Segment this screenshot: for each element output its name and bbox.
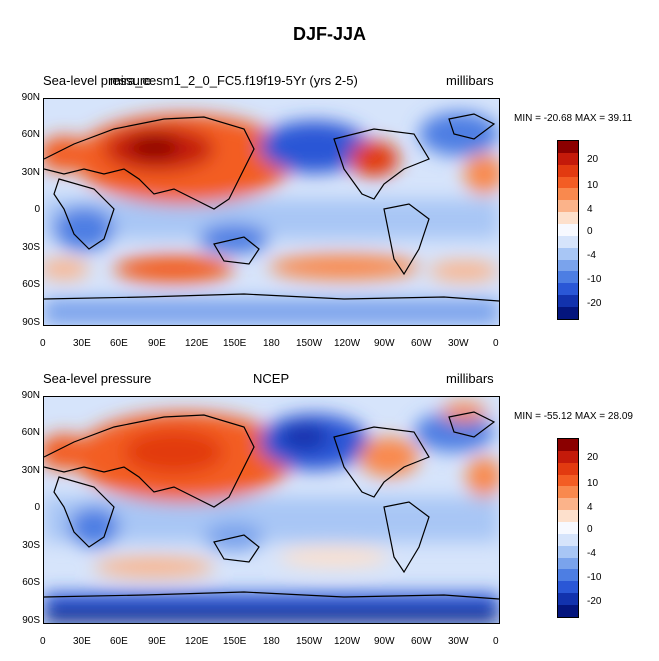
lon-tick: 120E (185, 338, 209, 349)
lon-tick: 90E (148, 636, 166, 647)
colorbar-swatch (558, 581, 578, 594)
colorbar-swatch (558, 295, 578, 308)
lat-tick: 90S (22, 317, 40, 328)
colorbar-swatch (558, 605, 578, 617)
colorbar-label: -10 (587, 274, 602, 285)
lon-tick: 60W (411, 338, 432, 349)
colorbar-swatch (558, 462, 578, 475)
panel-2-colorbar (557, 438, 579, 618)
lon-tick: 0 (40, 338, 46, 349)
colorbar-swatch (558, 522, 578, 534)
lat-tick: 30S (22, 242, 40, 253)
panel-1-min-max: MIN = -20.68 MAX = 39.11 (514, 113, 633, 124)
colorbar-swatch (558, 533, 578, 546)
panel-2-min-max: MIN = -55.12 MAX = 28.09 (514, 411, 633, 422)
figure-title: DJF-JJA (292, 24, 367, 44)
colorbar-swatch (558, 545, 578, 558)
lon-tick: 150W (296, 636, 323, 647)
colorbar-label: -10 (587, 572, 602, 583)
lon-tick: 120E (185, 636, 209, 647)
panel-1-right-label: millibars (446, 73, 494, 88)
panel-2-map (43, 396, 500, 624)
colorbar-label: 0 (587, 226, 593, 237)
colorbar-swatch (558, 176, 578, 189)
colorbar-swatch (558, 439, 578, 451)
colorbar-label: 4 (587, 502, 593, 513)
colorbar-swatch (558, 235, 578, 248)
lon-tick: 90E (148, 338, 166, 349)
colorbar-swatch (558, 450, 578, 463)
colorbar-swatch (558, 224, 578, 236)
panel-2-field (44, 397, 499, 623)
colorbar-label: -20 (587, 596, 602, 607)
lat-tick: 90S (22, 615, 40, 626)
lon-tick: 30E (73, 636, 91, 647)
lon-tick: 30W (448, 636, 469, 647)
panel-2-center-label: NCEP (253, 371, 290, 386)
colorbar-label: 10 (587, 180, 599, 191)
lon-tick: 30E (73, 338, 91, 349)
colorbar-swatch (558, 498, 578, 511)
panel-1-left-label: Sea-level pressure (43, 73, 152, 88)
lon-tick: 120W (334, 338, 361, 349)
colorbar-swatch (558, 593, 578, 606)
colorbar-swatch (558, 141, 578, 153)
lat-tick: 30N (21, 465, 40, 476)
colorbar-label: 0 (587, 524, 593, 535)
colorbar-swatch (558, 283, 578, 296)
colorbar-swatch (558, 307, 578, 319)
lon-tick: 120W (334, 636, 361, 647)
colorbar-swatch (558, 188, 578, 201)
colorbar-label: 4 (587, 204, 593, 215)
lon-tick: 60E (110, 636, 128, 647)
colorbar-swatch (558, 164, 578, 177)
lat-tick: 30N (21, 167, 40, 178)
lat-tick: 0 (34, 204, 40, 215)
lon-tick: 0 (40, 636, 46, 647)
lat-tick: 90N (21, 92, 40, 103)
lon-tick: 150E (223, 338, 247, 349)
lat-tick: 90N (21, 390, 40, 401)
colorbar-swatch (558, 259, 578, 272)
panel-2-left-label: Sea-level pressure (43, 371, 152, 386)
lon-tick: 180 (263, 338, 280, 349)
panel-1-map (43, 98, 500, 326)
colorbar-swatch (558, 557, 578, 570)
lon-tick: 150W (296, 338, 323, 349)
lat-tick: 60N (21, 427, 40, 438)
lon-tick: 60E (110, 338, 128, 349)
colorbar-swatch (558, 152, 578, 165)
lat-tick: 60N (21, 129, 40, 140)
colorbar-swatch (558, 212, 578, 225)
lon-tick: 0 (493, 636, 499, 647)
lon-tick: 90W (374, 338, 395, 349)
colorbar-swatch (558, 271, 578, 284)
panel-1-colorbar (557, 140, 579, 320)
colorbar-swatch (558, 569, 578, 582)
lon-tick: 0 (493, 338, 499, 349)
colorbar-swatch (558, 200, 578, 213)
colorbar-label: -20 (587, 298, 602, 309)
colorbar-swatch (558, 486, 578, 499)
lat-tick: 30S (22, 540, 40, 551)
colorbar-swatch (558, 247, 578, 260)
lon-tick: 90W (374, 636, 395, 647)
panel-2-right-label: millibars (446, 371, 494, 386)
lon-tick: 30W (448, 338, 469, 349)
lat-tick: 0 (34, 502, 40, 513)
panel-1-field (44, 99, 499, 325)
colorbar-swatch (558, 474, 578, 487)
lon-tick: 180 (263, 636, 280, 647)
colorbar-label: -4 (587, 250, 596, 261)
colorbar-label: 20 (587, 154, 599, 165)
colorbar-label: 20 (587, 452, 599, 463)
lon-tick: 150E (223, 636, 247, 647)
lat-tick: 60S (22, 577, 40, 588)
colorbar-label: -4 (587, 548, 596, 559)
colorbar-label: 10 (587, 478, 599, 489)
colorbar-swatch (558, 510, 578, 523)
lat-tick: 60S (22, 279, 40, 290)
panel-1-center-label: mira_cesm1_2_0_FC5.f19f19-5Yr (yrs 2-5) (110, 73, 358, 88)
lon-tick: 60W (411, 636, 432, 647)
